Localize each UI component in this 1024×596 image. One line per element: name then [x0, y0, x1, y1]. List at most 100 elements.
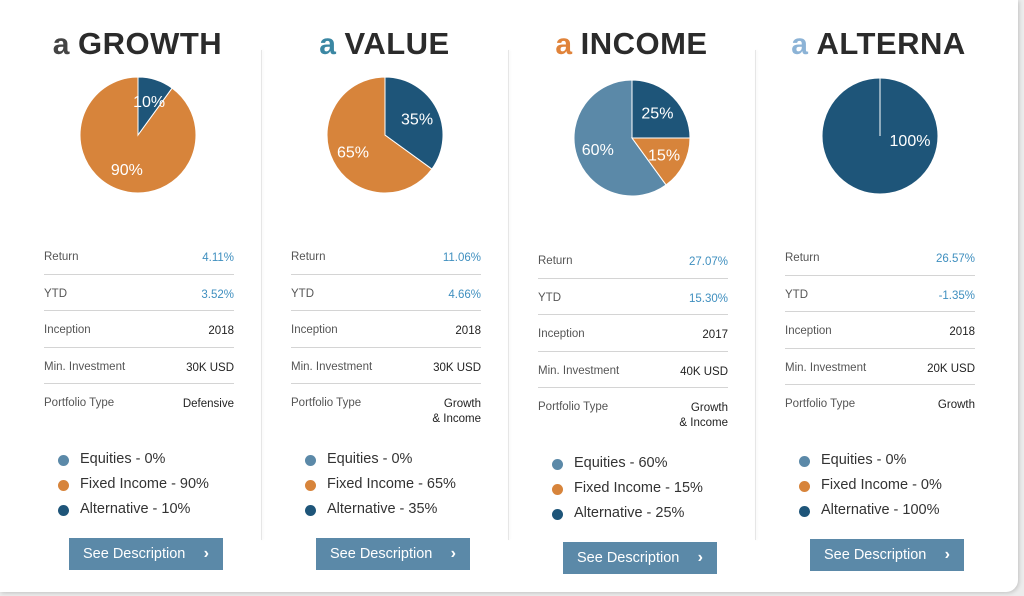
stat-row: Min. Investment 20K USD — [785, 349, 975, 385]
portfolio-title-prefix: a — [52, 28, 70, 61]
stat-value: 26.57% — [935, 253, 975, 265]
legend-label: Fixed Income - 90% — [80, 476, 209, 492]
portfolio-title-name: INCOME — [580, 26, 708, 61]
stat-value: Growth & Income — [432, 398, 481, 425]
pie-label-alternative: 100% — [890, 133, 931, 150]
stat-value: 2018 — [949, 326, 975, 338]
see-description-button[interactable]: See Description › — [316, 538, 470, 570]
stat-row: YTD 15.30% — [538, 279, 728, 315]
stat-value: 11.06% — [442, 252, 481, 264]
legend-item-fixed-income: Fixed Income - 90% — [58, 476, 238, 501]
pie-label-alternative: 10% — [133, 94, 165, 111]
pie-label-alternative: 25% — [641, 106, 673, 123]
stat-row: Inception 2018 — [785, 312, 975, 349]
stat-label: Inception — [785, 325, 832, 337]
stat-label: Min. Investment — [785, 361, 867, 374]
button-label: See Description — [824, 547, 927, 563]
allocation-pie: 60% 15% 25% — [573, 79, 691, 197]
portfolio-stats: Return 27.07% YTD 15.30% Inception 2017 Min. I… — [538, 242, 728, 438]
pie-slice-alternative — [137, 76, 173, 137]
pie-slice-equities — [573, 79, 667, 197]
allocation-legend: Equities - 60% Fixed Income - 15% Alternat… — [552, 455, 732, 530]
pie-label-fixed-income: 90% — [111, 162, 143, 179]
portfolio-stats: Return 11.06% YTD 4.66% Inception 2018 Min. In… — [291, 238, 481, 434]
legend-dot-icon — [305, 480, 316, 491]
see-description-button[interactable]: See Description › — [69, 538, 223, 570]
allocation-legend: Equities - 0% Fixed Income - 0% Alternativ… — [799, 452, 979, 527]
legend-label: Equities - 0% — [327, 451, 413, 467]
pie-label-equities: 60% — [582, 142, 614, 159]
stat-label: Return — [785, 252, 820, 264]
legend-label: Equities - 0% — [821, 452, 907, 468]
chevron-right-icon: › — [697, 549, 703, 566]
legend-label: Alternative - 35% — [327, 501, 438, 517]
stat-label: Return — [291, 251, 326, 263]
legend-item-fixed-income: Fixed Income - 15% — [552, 480, 732, 505]
stat-row: Min. Investment 30K USD — [44, 348, 234, 384]
pie-slice-alternative — [384, 76, 444, 170]
legend-dot-icon — [552, 459, 563, 470]
legend-item-equities: Equities - 0% — [305, 451, 485, 476]
stat-label: Portfolio Type — [538, 401, 609, 413]
legend-item-alternative: Alternative - 25% — [552, 505, 732, 530]
stat-row: Return 27.07% — [538, 242, 728, 279]
stat-label: Portfolio Type — [785, 398, 856, 410]
stat-value: Growth — [937, 399, 975, 411]
stat-row: Return 4.11% — [44, 238, 234, 275]
legend-label: Fixed Income - 65% — [327, 476, 456, 492]
stat-row: YTD -1.35% — [785, 276, 975, 312]
stat-value: 27.07% — [688, 256, 728, 268]
legend-item-alternative: Alternative - 10% — [58, 501, 238, 526]
stat-row: Inception 2018 — [291, 311, 481, 348]
legend-item-fixed-income: Fixed Income - 0% — [799, 477, 979, 502]
stat-label: Inception — [291, 324, 338, 336]
stat-value: 2018 — [455, 325, 481, 337]
see-description-button[interactable]: See Description › — [563, 542, 717, 574]
pie-slice-fixed-income — [326, 76, 433, 194]
legend-dot-icon — [799, 481, 810, 492]
stat-label: YTD — [538, 291, 561, 304]
portfolio-title-prefix: a — [791, 28, 809, 61]
portfolio-stats: Return 26.57% YTD -1.35% Inception 2018 Min. I… — [785, 239, 975, 422]
stat-label: YTD — [785, 288, 808, 301]
stat-row: Min. Investment 30K USD — [291, 348, 481, 384]
legend-label: Alternative - 25% — [574, 505, 685, 521]
stat-row: YTD 4.66% — [291, 275, 481, 311]
stat-label: Portfolio Type — [291, 397, 362, 409]
stat-row: Min. Investment 40K USD — [538, 352, 728, 388]
button-label: See Description — [83, 546, 186, 562]
stat-label: Return — [44, 251, 79, 263]
card-divider — [508, 50, 509, 540]
legend-dot-icon — [552, 484, 563, 495]
stat-label: Return — [538, 255, 573, 267]
stat-label: YTD — [44, 287, 67, 300]
legend-label: Equities - 0% — [80, 451, 166, 467]
stat-label: Inception — [538, 328, 585, 340]
stat-row: Portfolio Type Growth & Income — [538, 388, 728, 438]
card-divider — [261, 50, 262, 540]
card-divider — [755, 50, 756, 540]
stat-value: 20K USD — [927, 362, 975, 375]
pie-slice-alternative — [821, 77, 939, 195]
legend-label: Fixed Income - 0% — [821, 477, 942, 493]
allocation-pie: 100% — [821, 77, 939, 195]
portfolio-title-name: VALUE — [344, 26, 450, 61]
stat-value: 2018 — [208, 325, 234, 337]
legend-dot-icon — [799, 456, 810, 467]
stat-row: Return 26.57% — [785, 239, 975, 276]
stat-value: 40K USD — [680, 365, 728, 378]
pie-slice-fixed-income — [631, 137, 691, 186]
see-description-button[interactable]: See Description › — [810, 539, 964, 571]
pie-label-fixed-income: 15% — [648, 147, 680, 164]
portfolio-title-prefix: a — [555, 28, 573, 61]
legend-label: Alternative - 10% — [80, 501, 191, 517]
stat-value: 4.66% — [448, 288, 481, 301]
legend-dot-icon — [799, 506, 810, 517]
legend-item-equities: Equities - 60% — [552, 455, 732, 480]
allocation-legend: Equities - 0% Fixed Income - 90% Alternati… — [58, 451, 238, 526]
stat-value: 15.30% — [688, 292, 728, 305]
allocation-pie: 90% 10% — [79, 76, 197, 194]
legend-dot-icon — [305, 455, 316, 466]
portfolio-stats: Return 4.11% YTD 3.52% Inception 2018 Min. Inv… — [44, 238, 234, 421]
